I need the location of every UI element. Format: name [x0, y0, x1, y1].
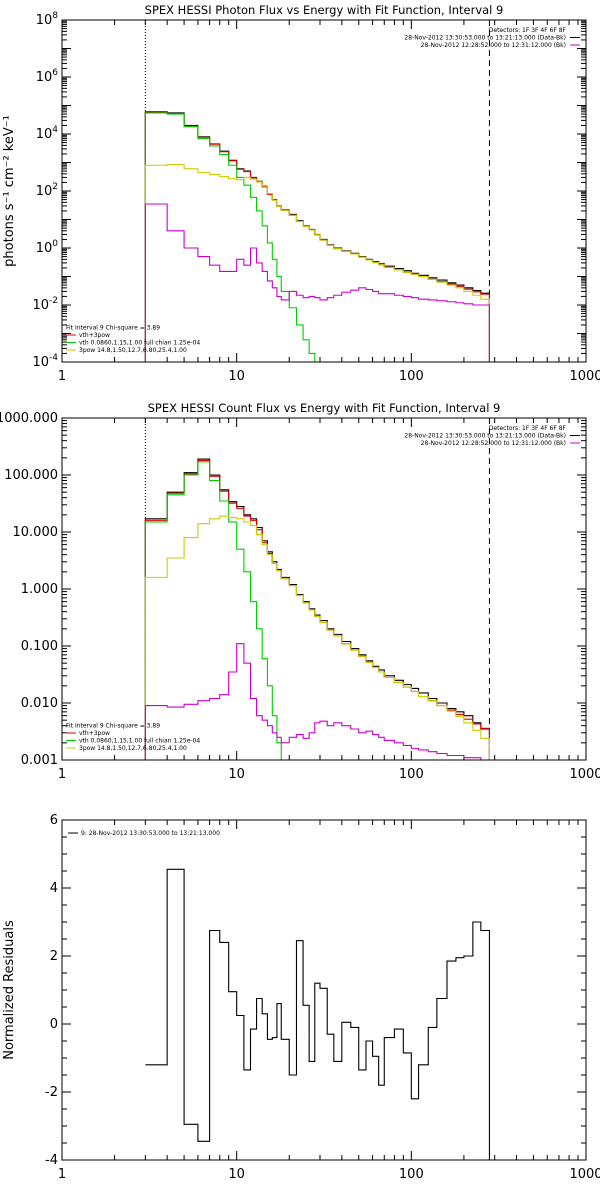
y-tick-label: 1.000 [21, 582, 58, 597]
x-tick-label: 10 [228, 1167, 245, 1182]
series-vth-3pow [144, 111, 490, 362]
series-vth [144, 112, 316, 362]
chart-title: SPEX HESSI Photon Flux vs Energy with Fi… [145, 3, 504, 17]
x-tick-label: 1 [58, 1167, 66, 1182]
x-tick-label: 10 [228, 369, 245, 384]
y-axis-label: photons s⁻¹ cm⁻² keV⁻¹ [2, 115, 17, 267]
y-tick-label: -2 [45, 1085, 58, 1100]
series-bk [144, 203, 490, 362]
series-residuals [145, 868, 490, 1160]
y-tick-label: 1000.000 [0, 411, 58, 426]
fit-legend-title: Fit Interval 9 Chi-square = 3.89 [66, 723, 160, 730]
panel-1: SPEX HESSI Photon Flux vs Energy with Fi… [2, 3, 600, 384]
legend-entry: 28-Nov-2012 12:28:52.000 to 12:31:12.000… [421, 42, 566, 49]
y-tick-label: 106 [36, 68, 59, 85]
y-tick-label: 10-4 [32, 353, 58, 370]
series-group [144, 458, 490, 760]
fit-legend-entry: vth 0.0860,1.15,1.00 full chian 1.25e-04 [79, 340, 200, 347]
panel-2: SPEX HESSI Count Flux vs Energy with Fit… [0, 401, 600, 782]
legend-entry: 28-Nov-2012 13:30:53.000 to 13:21:13.000… [404, 35, 566, 42]
series-3pow [144, 515, 490, 760]
x-tick-label: 10 [228, 767, 245, 782]
y-tick-label: 100.000 [4, 468, 58, 483]
series-data-bk [144, 111, 490, 362]
y-tick-label: 100 [36, 239, 59, 256]
y-axis-label: Normalized Residuals [2, 920, 17, 1060]
y-tick-label: 0.010 [21, 696, 58, 711]
legend-entry: Detectors: 1F 3F 4F 6F 8F [489, 27, 567, 34]
legend-entry: 28-Nov-2012 13:30:53.000 to 13:21:13.000… [404, 433, 566, 440]
x-tick-label: 1 [58, 767, 66, 782]
legend-entry: 9: 28-Nov-2012 13:30:53.000 to 13:21:13.… [81, 830, 220, 837]
legend-entry: Detectors: 1F 3F 4F 6F 8F [489, 425, 567, 432]
y-tick-label: 2 [50, 949, 58, 964]
x-tick-label: 1000 [569, 1167, 600, 1182]
panel-3: Normalized Residuals 1 10 100 1000 -4 -2 0 2 4 6 9:… [2, 813, 600, 1182]
series-3pow [144, 163, 490, 362]
fit-legend-entry: 3pow 14.8,1.50,12.7,6.80,25.4,1.00 [79, 745, 187, 752]
y-tick-label: 6 [50, 813, 58, 828]
y-tick-label: 4 [50, 881, 58, 896]
x-tick-label: 100 [399, 369, 424, 384]
chart-title: SPEX HESSI Count Flux vs Energy with Fit… [148, 401, 501, 415]
y-tick-label: 0.001 [21, 753, 58, 768]
x-tick-label: 1000 [569, 369, 600, 384]
fit-legend-entry: vth+3pow [79, 332, 110, 339]
y-tick-label: 104 [36, 125, 59, 142]
plot-frame [61, 417, 587, 761]
x-tick-label: 100 [399, 1167, 424, 1182]
plot-frame [61, 19, 587, 363]
x-tick-label: 1000 [569, 767, 600, 782]
y-tick-label: 0 [50, 1017, 58, 1032]
fit-legend-title: Fit Interval 9 Chi-square = 3.89 [66, 325, 160, 332]
series-bk [144, 643, 490, 760]
plot-frame [61, 819, 587, 1161]
legend-entry: 28-Nov-2012 12:28:52.000 to 12:31:12.000… [421, 440, 566, 447]
series-vth [144, 461, 282, 760]
fit-legend-entry: 3pow 14.8,1.50,12.7,6.80,25.4,1.00 [79, 347, 187, 354]
series-vth-3pow [144, 459, 490, 760]
x-tick-label: 100 [399, 767, 424, 782]
y-tick-label: 10-2 [32, 296, 58, 313]
x-tick-label: 1 [58, 369, 66, 384]
y-tick-label: 0.100 [21, 639, 58, 654]
series-data-bk [144, 458, 490, 760]
series-group [145, 868, 490, 1160]
y-tick-label: 102 [36, 182, 58, 199]
fit-legend-entry: vth+3pow [79, 730, 110, 737]
y-tick-label: 10.000 [13, 525, 59, 540]
fit-legend-entry: vth 0.0860,1.15,1.00 full chian 1.25e-04 [79, 738, 200, 745]
y-tick-label: 108 [36, 11, 59, 28]
series-group [144, 111, 490, 362]
y-tick-label: -4 [45, 1153, 58, 1168]
